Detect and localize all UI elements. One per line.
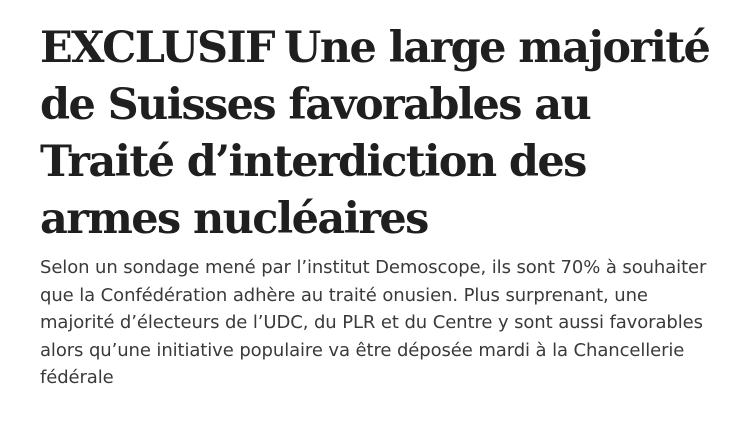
article-headline[interactable]: EXCLUSIF Une large majorité de Suisses fa… — [40, 20, 720, 248]
article-header: EXCLUSIF Une large majorité de Suisses fa… — [40, 20, 720, 392]
exclusive-tag: EXCLUSIF — [40, 23, 275, 73]
headline-text: Une large majorité de Suisses favorables… — [40, 23, 711, 244]
article-lead: Selon un sondage mené par l’institut Dem… — [40, 257, 707, 388]
